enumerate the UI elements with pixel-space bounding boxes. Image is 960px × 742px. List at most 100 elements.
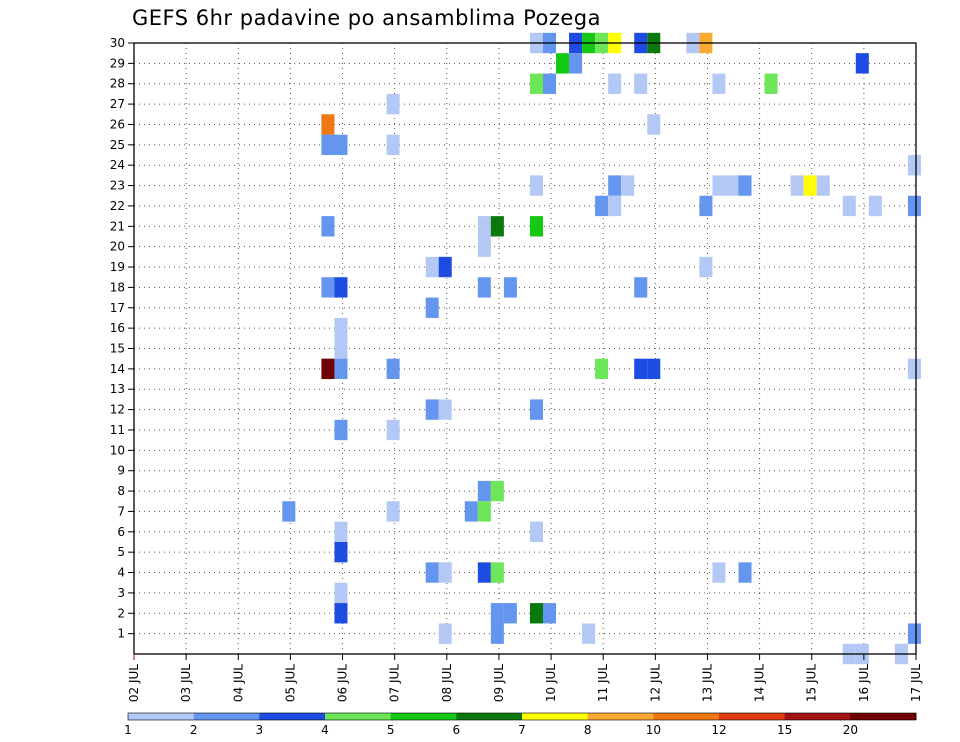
x-tick-label: 07 JUL <box>388 664 402 702</box>
heatmap-cell <box>334 135 347 155</box>
heatmap-cell <box>530 399 543 419</box>
heatmap-cell <box>908 623 921 643</box>
x-tick-label: 09 JUL <box>492 664 506 702</box>
heatmap-cell <box>321 114 334 134</box>
y-tick-label: 11 <box>110 423 125 437</box>
heatmap-cell <box>738 562 751 582</box>
heatmap-cell <box>282 501 295 521</box>
heatmap-cell <box>608 196 621 216</box>
heatmap-cell <box>608 74 621 94</box>
heatmap-cell <box>321 359 334 379</box>
heatmap-cell <box>725 175 738 195</box>
y-tick-label: 27 <box>110 97 125 111</box>
heatmap-cell <box>334 359 347 379</box>
y-tick-label: 16 <box>110 321 125 335</box>
heatmap-cell <box>543 603 556 623</box>
heatmap-cell <box>426 298 439 318</box>
x-tick-label: 16 JUL <box>857 664 871 702</box>
heatmap-cell <box>543 74 556 94</box>
x-tick-label: 17 JUL <box>909 664 923 702</box>
x-tick-label: 13 JUL <box>700 664 714 702</box>
y-tick-label: 30 <box>110 36 125 50</box>
y-tick-label: 2 <box>117 606 125 620</box>
y-tick-label: 15 <box>110 342 125 356</box>
y-tick-label: 26 <box>110 117 125 131</box>
colorbar-segment <box>456 713 522 720</box>
y-tick-label: 23 <box>110 179 125 193</box>
heatmap-cell <box>817 175 830 195</box>
colorbar-label: 6 <box>453 723 461 737</box>
heatmap-cell <box>712 175 725 195</box>
axes: 1234567891011121314151617181920212223242… <box>110 36 923 702</box>
colorbar-segment <box>850 713 916 720</box>
colorbar-label: 12 <box>711 723 726 737</box>
heatmap-cell <box>491 481 504 501</box>
colorbar-label: 10 <box>646 723 661 737</box>
heatmap-cell <box>530 216 543 236</box>
y-tick-label: 4 <box>117 566 125 580</box>
heatmap-cell <box>491 562 504 582</box>
x-tick-label: 15 JUL <box>805 664 819 702</box>
heatmap-cell <box>634 359 647 379</box>
heatmap-cell <box>869 196 882 216</box>
heatmap-cell <box>634 277 647 297</box>
heatmap-cell <box>634 74 647 94</box>
heatmap-cell <box>334 318 347 338</box>
colorbar-segment <box>128 713 194 720</box>
colorbar-segment <box>522 713 588 720</box>
heatmap-cell <box>699 196 712 216</box>
y-tick-label: 18 <box>110 280 125 294</box>
heatmap-cell <box>647 359 660 379</box>
heatmap-cell <box>334 603 347 623</box>
y-tick-label: 8 <box>117 484 125 498</box>
heatmap-cell <box>491 603 504 623</box>
heatmap-cell <box>387 420 400 440</box>
heatmap-cell <box>478 562 491 582</box>
y-tick-label: 6 <box>117 525 125 539</box>
heatmap-cell <box>804 175 817 195</box>
y-tick-label: 1 <box>117 627 125 641</box>
heatmap-cell <box>556 53 569 73</box>
heatmap-cell <box>426 257 439 277</box>
colorbar-label: 1 <box>124 723 132 737</box>
x-tick-label: 14 JUL <box>753 664 767 702</box>
colorbar-segment <box>785 713 851 720</box>
colorbar-label: 8 <box>584 723 592 737</box>
heatmap-cell <box>387 359 400 379</box>
y-tick-label: 20 <box>110 240 125 254</box>
heatmap-cell <box>530 522 543 542</box>
heatmap-cell <box>491 216 504 236</box>
y-tick-label: 13 <box>110 382 125 396</box>
heatmap-cell <box>712 74 725 94</box>
heatmap-cell <box>321 277 334 297</box>
colorbar-label: 15 <box>777 723 792 737</box>
heatmap-cell <box>647 114 660 134</box>
heatmap-cell <box>530 74 543 94</box>
heatmap-cell <box>595 359 608 379</box>
colorbar: 1 2 3 4 5 6 7 8 10 12 15 20 <box>124 713 916 737</box>
colorbar-label: 7 <box>518 723 526 737</box>
x-tick-label: 10 JUL <box>544 664 558 702</box>
heatmap-cell <box>334 583 347 603</box>
colorbar-segment <box>194 713 260 720</box>
heatmap-cell <box>530 175 543 195</box>
y-tick-label: 21 <box>110 219 125 233</box>
x-tick-label: 02 JUL <box>127 664 141 702</box>
colorbar-segment <box>719 713 785 720</box>
heatmap-cell <box>765 74 778 94</box>
heatmap-cell <box>334 522 347 542</box>
y-tick-label: 24 <box>110 158 125 172</box>
colorbar-segment <box>325 713 391 720</box>
heatmap-cell <box>478 236 491 256</box>
colorbar-label: 2 <box>190 723 198 737</box>
colorbar-segment <box>391 713 457 720</box>
heatmap-cell <box>426 562 439 582</box>
heatmap-cell <box>478 501 491 521</box>
y-tick-label: 12 <box>110 403 125 417</box>
heatmap-cell <box>791 175 804 195</box>
heatmap-cell <box>908 359 921 379</box>
y-tick-label: 19 <box>110 260 125 274</box>
y-tick-label: 10 <box>110 443 125 457</box>
heatmap-cell <box>908 196 921 216</box>
